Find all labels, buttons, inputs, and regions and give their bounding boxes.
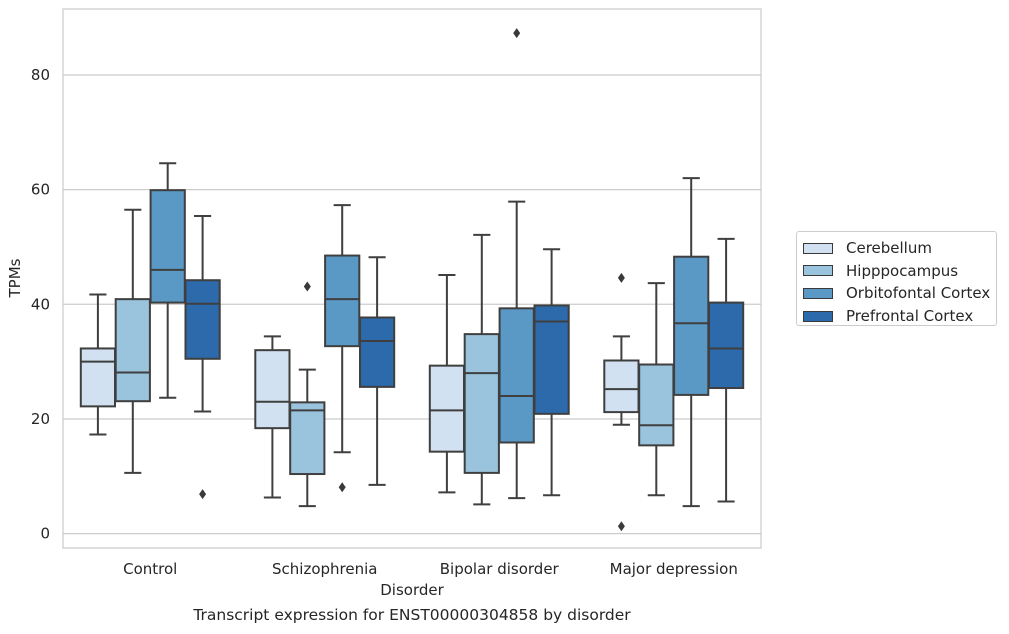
legend-item: Hipppocampus xyxy=(803,260,996,283)
legend-item: Cerebellum xyxy=(803,237,996,260)
legend-swatch xyxy=(803,287,833,299)
box-1-3 xyxy=(638,282,675,497)
box-iqr xyxy=(533,304,570,415)
box-3-1 xyxy=(358,256,396,486)
outlier-marker xyxy=(303,281,311,292)
y-tick-label: 20 xyxy=(31,410,50,428)
x-axis-ticks: Control Schizophrenia Bipolar disorder Majo… xyxy=(123,560,738,578)
legend-label: Prefrontal Cortex xyxy=(846,307,974,326)
y-tick-label: 60 xyxy=(31,181,50,199)
legend-label: Orbitofontal Cortex xyxy=(846,284,991,303)
x-axis-title: Disorder xyxy=(380,581,444,599)
outlier-marker xyxy=(617,521,625,532)
outlier-marker xyxy=(199,489,207,500)
box-iqr xyxy=(324,254,361,348)
box-2-0 xyxy=(149,162,186,399)
outlier-marker xyxy=(617,272,625,283)
box-1-1 xyxy=(289,281,326,508)
x-tick-label: Schizophrenia xyxy=(272,560,377,578)
box-2-2 xyxy=(498,28,535,500)
box-3-2 xyxy=(533,248,570,497)
legend-swatch xyxy=(803,265,833,277)
box-iqr xyxy=(254,349,291,430)
box-iqr xyxy=(673,255,710,396)
box-iqr xyxy=(114,298,151,403)
box-iqr xyxy=(358,316,396,388)
legend: Cerebellum Hipppocampus Orbitofontal Corte… xyxy=(796,231,997,326)
figure-caption: Transcript expression for ENST0000030485… xyxy=(193,606,631,624)
box-3-3 xyxy=(707,237,745,503)
box-iqr xyxy=(149,189,186,304)
box-iqr xyxy=(603,359,640,414)
outlier-marker xyxy=(513,28,521,39)
legend-item: Prefrontal Cortex xyxy=(803,305,996,328)
box-2-1 xyxy=(324,204,361,493)
box-iqr xyxy=(498,307,535,444)
box-iqr xyxy=(428,364,466,453)
boxes xyxy=(79,28,745,532)
box-iqr xyxy=(463,333,500,474)
box-0-0 xyxy=(79,293,117,436)
box-iqr xyxy=(638,363,675,447)
legend-swatch xyxy=(803,242,833,254)
legend-label: Cerebellum xyxy=(846,239,932,258)
x-tick-label: Bipolar disorder xyxy=(440,560,560,578)
legend-label: Hipppocampus xyxy=(846,261,959,280)
legend-swatch xyxy=(803,310,833,322)
box-iqr xyxy=(184,279,221,360)
x-tick-label: Major depression xyxy=(610,560,738,578)
box-1-2 xyxy=(463,233,500,506)
box-iqr xyxy=(707,301,745,390)
box-iqr xyxy=(79,347,117,408)
y-tick-label: 0 xyxy=(40,525,50,543)
plot-area-frame xyxy=(62,8,762,549)
outlier-marker xyxy=(338,482,346,493)
box-1-0 xyxy=(114,208,151,474)
x-tick-label: Control xyxy=(123,560,177,578)
y-tick-label: 40 xyxy=(31,295,50,313)
y-axis-ticks: 0 20 40 60 80 xyxy=(31,66,50,543)
legend-item: Orbitofontal Cortex xyxy=(803,282,996,305)
box-0-2 xyxy=(428,274,466,494)
box-0-1 xyxy=(254,335,291,499)
box-2-3 xyxy=(673,177,710,508)
box-0-3 xyxy=(603,272,640,532)
y-axis-title: TPMs xyxy=(6,258,24,298)
y-tick-label: 80 xyxy=(31,66,50,84)
box-iqr xyxy=(289,401,326,476)
box-3-0 xyxy=(184,214,221,500)
